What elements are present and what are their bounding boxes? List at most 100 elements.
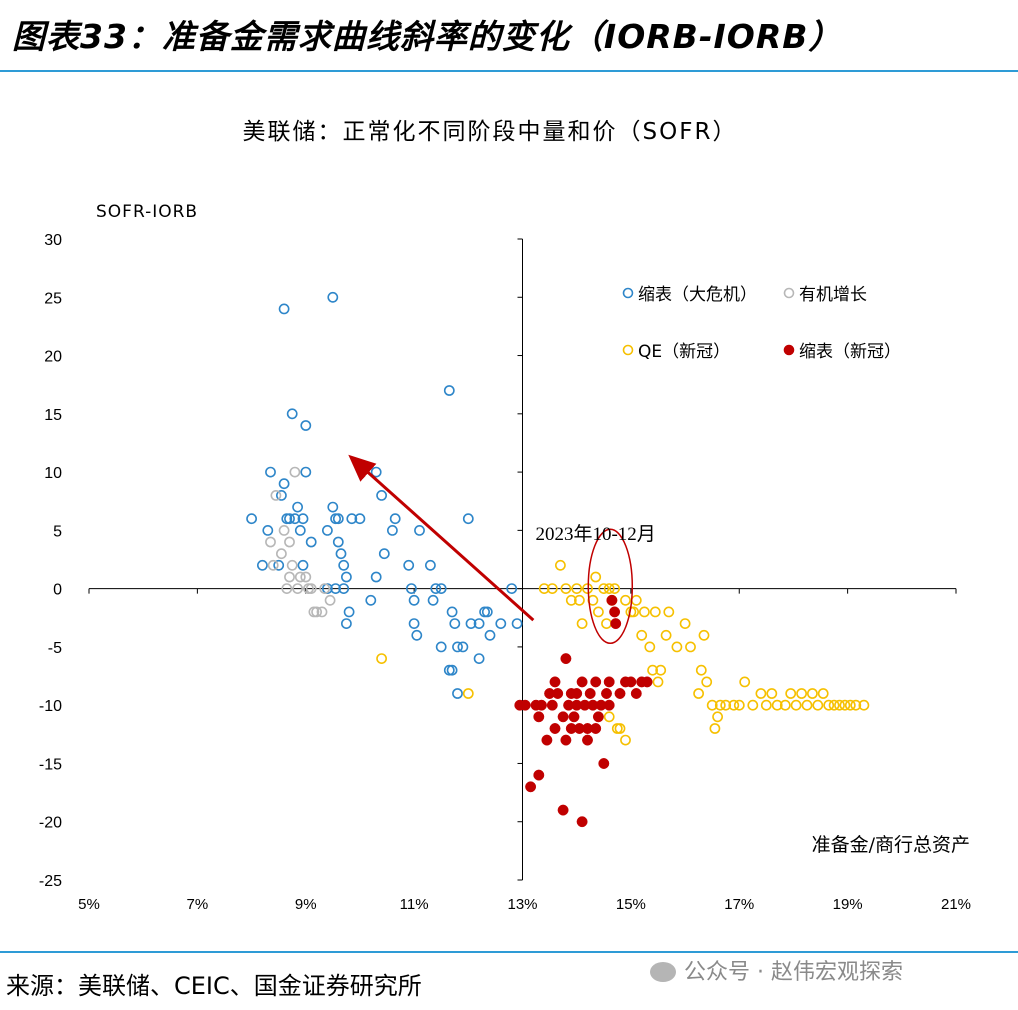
data-point-series-2 <box>728 699 740 711</box>
chart-annotations: 2023年10-12月 <box>348 454 656 645</box>
data-point-series-0 <box>265 466 276 478</box>
data-point-series-2 <box>565 594 577 606</box>
data-point-series-1 <box>278 525 290 536</box>
highlight-ellipse <box>587 528 634 645</box>
data-point-series-0 <box>300 466 312 478</box>
data-point-series-0 <box>435 641 447 653</box>
data-point-series-0 <box>286 408 298 420</box>
data-point-series-1 <box>284 536 295 548</box>
data-point-series-2 <box>747 699 759 711</box>
data-point-series-0 <box>300 420 312 431</box>
legend-marker <box>622 344 634 356</box>
data-point-series-2 <box>701 676 713 688</box>
data-point-series-2 <box>720 699 732 711</box>
data-point-series-0 <box>473 653 485 664</box>
data-point-series-2 <box>462 688 474 699</box>
data-point-series-1 <box>319 583 331 594</box>
legend-marker <box>622 287 634 299</box>
data-point-series-2 <box>771 699 783 711</box>
data-point-series-0 <box>256 559 268 571</box>
data-point-series-0 <box>370 571 382 583</box>
data-point-series-3 <box>603 676 615 688</box>
data-point-series-0 <box>446 606 458 618</box>
data-point-series-2 <box>709 723 721 734</box>
y-tick-label: -20 <box>39 815 62 832</box>
data-point-series-3 <box>610 618 622 630</box>
data-point-series-0 <box>354 513 366 525</box>
data-point-series-2 <box>628 606 639 618</box>
y-tick-label: 25 <box>44 290 62 307</box>
data-point-series-3 <box>519 699 531 711</box>
data-point-series-3 <box>606 594 618 606</box>
data-point-series-0 <box>446 664 458 676</box>
data-point-series-2 <box>823 699 835 711</box>
data-point-series-2 <box>850 699 862 711</box>
data-point-series-2 <box>609 583 620 594</box>
annotation-label: 2023年10-12月 <box>535 523 655 545</box>
data-point-series-2 <box>779 699 791 711</box>
data-point-series-0 <box>365 594 377 606</box>
data-point-series-3 <box>582 723 593 734</box>
data-point-series-0 <box>465 618 477 629</box>
data-point-series-1 <box>265 536 276 548</box>
data-point-series-0 <box>449 618 461 629</box>
data-point-series-3 <box>560 653 572 665</box>
data-point-series-1 <box>270 489 282 501</box>
data-point-series-1 <box>311 606 322 618</box>
data-point-series-3 <box>582 734 593 746</box>
data-point-series-2 <box>712 711 723 723</box>
data-point-series-2 <box>644 641 656 653</box>
data-point-series-2 <box>647 664 658 676</box>
data-point-series-0 <box>506 583 518 594</box>
x-tick-label: 13% <box>507 896 537 913</box>
data-point-series-2 <box>655 664 667 676</box>
data-point-series-0 <box>338 559 350 571</box>
data-point-series-0 <box>424 559 436 571</box>
y-tick-label: 10 <box>44 465 62 482</box>
data-point-series-3 <box>568 711 580 723</box>
source-note: 来源：美联储、CEIC、国金证券研究所 <box>6 972 422 1000</box>
tick-labels: 30 25 20 15 10 5 0 -5 -10 -15 -20 -25 5% 7% 9% 11% 13% 15… <box>39 232 971 913</box>
title-divider <box>0 70 1018 72</box>
data-point-series-3 <box>576 676 588 688</box>
data-point-series-0 <box>294 525 306 536</box>
data-point-series-0 <box>473 618 485 629</box>
wechat-icon <box>650 962 676 982</box>
data-point-series-0 <box>414 525 425 536</box>
data-point-series-1 <box>324 594 336 606</box>
data-point-series-0 <box>297 559 309 571</box>
data-point-series-1 <box>284 571 295 583</box>
data-point-series-0 <box>305 536 317 548</box>
data-point-series-1 <box>289 466 301 478</box>
data-point-series-3 <box>590 676 602 688</box>
data-point-series-0 <box>327 291 339 303</box>
data-point-series-1 <box>281 583 293 594</box>
data-point-series-2 <box>801 699 813 711</box>
data-point-series-0 <box>435 583 447 594</box>
x-tick-label: 11% <box>400 896 429 913</box>
data-point-series-2 <box>376 653 387 664</box>
data-point-series-2 <box>807 688 818 699</box>
data-point-series-3 <box>533 711 545 723</box>
footer-divider <box>0 951 1018 953</box>
data-point-series-0 <box>246 513 257 525</box>
data-point-series-3 <box>557 804 569 816</box>
data-point-series-2 <box>858 699 870 711</box>
data-point-series-0 <box>408 594 420 606</box>
data-point-series-0 <box>484 629 496 641</box>
data-point-series-2 <box>582 583 593 594</box>
watermark-text: 公众号 · 赵伟宏观探索 <box>684 960 903 985</box>
data-point-series-3 <box>549 676 561 688</box>
data-point-series-3 <box>609 606 621 618</box>
data-point-series-3 <box>557 711 569 723</box>
data-point-series-3 <box>592 711 604 723</box>
data-point-series-2 <box>796 688 807 699</box>
data-point-series-0 <box>430 583 442 594</box>
chart-title: 美联储：正常化不同阶段中量和价（SOFR） <box>243 119 738 145</box>
data-point-series-3 <box>525 781 537 793</box>
x-axis-label: 准备金/商行总资产 <box>812 834 970 856</box>
data-point-series-2 <box>620 594 631 606</box>
data-point-series-2 <box>760 699 772 711</box>
data-point-series-2 <box>671 641 683 653</box>
y-tick-label: -5 <box>48 640 62 657</box>
